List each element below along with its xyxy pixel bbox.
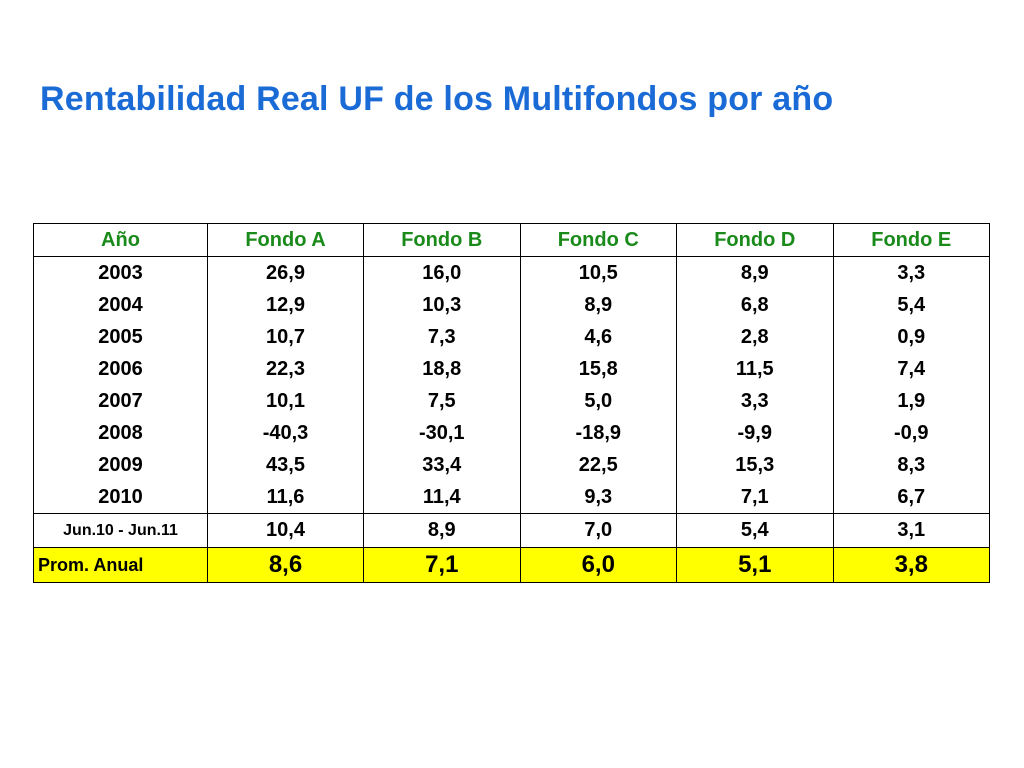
page-title: Rentabilidad Real UF de los Multifondos … bbox=[40, 80, 834, 118]
value-cell-fondo-d: 7,1 bbox=[676, 481, 834, 514]
period-fondo-c: 7,0 bbox=[519, 513, 677, 548]
value-cell-fondo-e: 3,3 bbox=[832, 256, 990, 289]
value-cell-fondo-c: -18,9 bbox=[519, 417, 677, 449]
table-row: 2003 26,9 16,0 10,5 8,9 3,3 bbox=[33, 256, 990, 289]
period-fondo-e: 3,1 bbox=[832, 513, 990, 548]
value-cell-fondo-e: 6,7 bbox=[832, 481, 990, 514]
value-cell-fondo-b: 11,4 bbox=[363, 481, 521, 514]
returns-table: Año Fondo A Fondo B Fondo C Fondo D Fond… bbox=[33, 223, 990, 583]
value-cell-fondo-a: 11,6 bbox=[207, 481, 364, 514]
table-row: 2007 10,1 7,5 5,0 3,3 1,9 bbox=[33, 385, 990, 417]
average-fondo-e: 3,8 bbox=[832, 547, 990, 583]
header-year: Año bbox=[33, 223, 208, 257]
value-cell-fondo-c: 8,9 bbox=[519, 289, 677, 321]
average-fondo-b: 7,1 bbox=[363, 547, 521, 583]
year-cell: 2008 bbox=[33, 417, 208, 449]
value-cell-fondo-c: 10,5 bbox=[519, 256, 677, 289]
average-label: Prom. Anual bbox=[33, 547, 208, 583]
header-fondo-d: Fondo D bbox=[676, 223, 834, 257]
value-cell-fondo-c: 9,3 bbox=[519, 481, 677, 514]
value-cell-fondo-d: -9,9 bbox=[676, 417, 834, 449]
value-cell-fondo-c: 4,6 bbox=[519, 321, 677, 353]
table-row: 2010 11,6 11,4 9,3 7,1 6,7 bbox=[33, 481, 990, 514]
value-cell-fondo-b: 7,5 bbox=[363, 385, 521, 417]
value-cell-fondo-b: 33,4 bbox=[363, 449, 521, 481]
header-fondo-b: Fondo B bbox=[363, 223, 521, 257]
period-label: Jun.10 - Jun.11 bbox=[33, 513, 208, 548]
value-cell-fondo-d: 11,5 bbox=[676, 353, 834, 385]
value-cell-fondo-e: 8,3 bbox=[832, 449, 990, 481]
average-fondo-a: 8,6 bbox=[207, 547, 364, 583]
value-cell-fondo-d: 8,9 bbox=[676, 256, 834, 289]
average-body: Prom. Anual 8,6 7,1 6,0 5,1 3,8 bbox=[33, 547, 990, 583]
value-cell-fondo-a: 12,9 bbox=[207, 289, 364, 321]
average-row: Prom. Anual 8,6 7,1 6,0 5,1 3,8 bbox=[33, 547, 990, 583]
header-fondo-e: Fondo E bbox=[832, 223, 990, 257]
header-fondo-a: Fondo A bbox=[207, 223, 364, 257]
value-cell-fondo-e: 7,4 bbox=[832, 353, 990, 385]
value-cell-fondo-d: 15,3 bbox=[676, 449, 834, 481]
value-cell-fondo-d: 6,8 bbox=[676, 289, 834, 321]
table-row: 2006 22,3 18,8 15,8 11,5 7,4 bbox=[33, 353, 990, 385]
value-cell-fondo-a: 43,5 bbox=[207, 449, 364, 481]
year-cell: 2003 bbox=[33, 256, 208, 289]
value-cell-fondo-e: 1,9 bbox=[832, 385, 990, 417]
table-row: 2008 -40,3 -30,1 -18,9 -9,9 -0,9 bbox=[33, 417, 990, 449]
value-cell-fondo-c: 5,0 bbox=[519, 385, 677, 417]
period-body: Jun.10 - Jun.11 10,4 8,9 7,0 5,4 3,1 bbox=[33, 513, 990, 548]
value-cell-fondo-a: 10,7 bbox=[207, 321, 364, 353]
table-row: 2004 12,9 10,3 8,9 6,8 5,4 bbox=[33, 289, 990, 321]
value-cell-fondo-e: 5,4 bbox=[832, 289, 990, 321]
value-cell-fondo-d: 2,8 bbox=[676, 321, 834, 353]
year-cell: 2005 bbox=[33, 321, 208, 353]
year-cell: 2007 bbox=[33, 385, 208, 417]
value-cell-fondo-a: -40,3 bbox=[207, 417, 364, 449]
value-cell-fondo-b: 16,0 bbox=[363, 256, 521, 289]
period-fondo-d: 5,4 bbox=[676, 513, 834, 548]
value-cell-fondo-b: 10,3 bbox=[363, 289, 521, 321]
value-cell-fondo-e: 0,9 bbox=[832, 321, 990, 353]
period-fondo-a: 10,4 bbox=[207, 513, 364, 548]
value-cell-fondo-d: 3,3 bbox=[676, 385, 834, 417]
value-cell-fondo-b: -30,1 bbox=[363, 417, 521, 449]
value-cell-fondo-b: 7,3 bbox=[363, 321, 521, 353]
header-fondo-c: Fondo C bbox=[519, 223, 677, 257]
table-row: 2005 10,7 7,3 4,6 2,8 0,9 bbox=[33, 321, 990, 353]
year-cell: 2010 bbox=[33, 481, 208, 514]
value-cell-fondo-a: 22,3 bbox=[207, 353, 364, 385]
value-cell-fondo-e: -0,9 bbox=[832, 417, 990, 449]
year-cell: 2009 bbox=[33, 449, 208, 481]
value-cell-fondo-a: 26,9 bbox=[207, 256, 364, 289]
table-row: 2009 43,5 33,4 22,5 15,3 8,3 bbox=[33, 449, 990, 481]
header-row: Año Fondo A Fondo B Fondo C Fondo D Fond… bbox=[33, 223, 990, 257]
value-cell-fondo-c: 15,8 bbox=[519, 353, 677, 385]
value-cell-fondo-b: 18,8 bbox=[363, 353, 521, 385]
year-cell: 2006 bbox=[33, 353, 208, 385]
value-cell-fondo-a: 10,1 bbox=[207, 385, 364, 417]
period-row: Jun.10 - Jun.11 10,4 8,9 7,0 5,4 3,1 bbox=[33, 513, 990, 548]
years-body: 2003 26,9 16,0 10,5 8,9 3,3 2004 12,9 10,3 8,9 6,8… bbox=[33, 256, 990, 514]
year-cell: 2004 bbox=[33, 289, 208, 321]
average-fondo-c: 6,0 bbox=[519, 547, 677, 583]
period-fondo-b: 8,9 bbox=[363, 513, 521, 548]
average-fondo-d: 5,1 bbox=[676, 547, 834, 583]
value-cell-fondo-c: 22,5 bbox=[519, 449, 677, 481]
